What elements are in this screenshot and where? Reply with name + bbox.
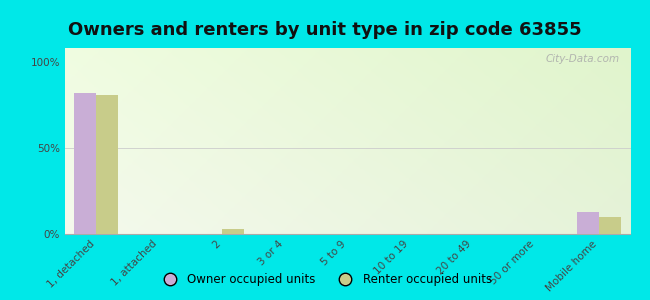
Bar	[222, 229, 244, 234]
Bar	[96, 94, 118, 234]
Text: City-Data.com: City-Data.com	[545, 54, 619, 64]
Text: Owners and renters by unit type in zip code 63855: Owners and renters by unit type in zip c…	[68, 21, 582, 39]
Legend: Owner occupied units, Renter occupied units: Owner occupied units, Renter occupied un…	[153, 269, 497, 291]
Bar	[74, 93, 96, 234]
Bar	[599, 217, 621, 234]
Bar	[577, 212, 599, 234]
